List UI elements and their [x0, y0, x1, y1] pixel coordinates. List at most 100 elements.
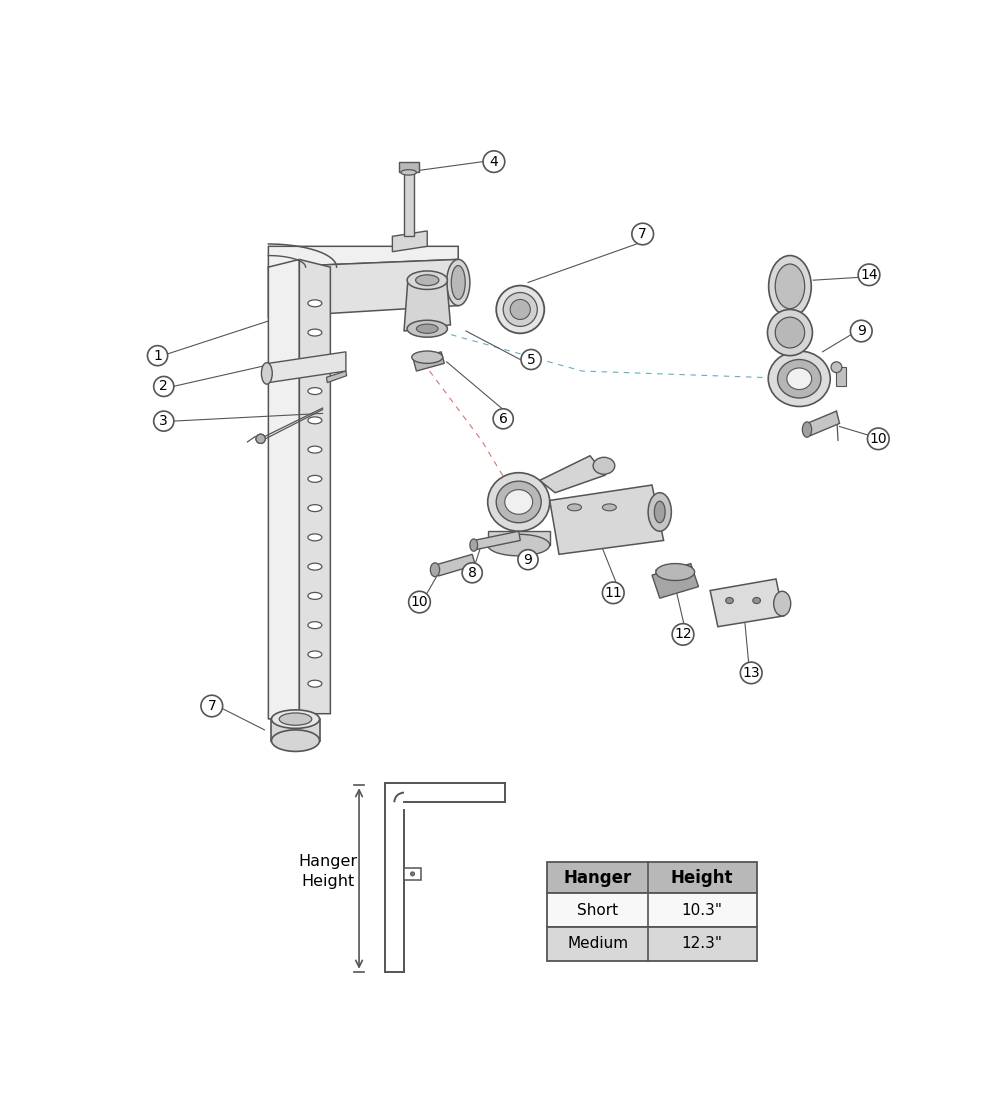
Circle shape: [518, 549, 538, 570]
Ellipse shape: [308, 358, 322, 365]
Ellipse shape: [308, 592, 322, 599]
Circle shape: [483, 151, 505, 172]
Ellipse shape: [775, 318, 805, 347]
Ellipse shape: [407, 320, 447, 338]
Ellipse shape: [308, 300, 322, 307]
Ellipse shape: [778, 360, 821, 398]
Text: 10.3": 10.3": [682, 902, 723, 918]
Ellipse shape: [654, 501, 665, 523]
Circle shape: [201, 695, 223, 717]
Ellipse shape: [308, 505, 322, 512]
Polygon shape: [268, 246, 458, 267]
Ellipse shape: [802, 421, 812, 437]
Circle shape: [602, 582, 624, 603]
Ellipse shape: [503, 292, 537, 326]
Ellipse shape: [496, 481, 541, 523]
Ellipse shape: [767, 310, 812, 355]
Polygon shape: [268, 259, 458, 318]
Circle shape: [411, 872, 414, 876]
Ellipse shape: [648, 493, 671, 532]
Ellipse shape: [308, 387, 322, 395]
Ellipse shape: [284, 713, 315, 726]
Ellipse shape: [769, 256, 811, 318]
Polygon shape: [404, 170, 414, 236]
Text: Height: Height: [671, 869, 733, 887]
Polygon shape: [326, 371, 347, 383]
Ellipse shape: [496, 286, 544, 333]
Ellipse shape: [775, 264, 805, 309]
Ellipse shape: [726, 598, 733, 603]
Ellipse shape: [412, 351, 443, 363]
Ellipse shape: [488, 534, 550, 556]
Text: Hanger: Hanger: [563, 869, 632, 887]
Circle shape: [147, 345, 168, 366]
Ellipse shape: [261, 363, 272, 384]
Circle shape: [632, 223, 654, 245]
Text: 2: 2: [159, 379, 168, 394]
Ellipse shape: [510, 299, 530, 320]
Text: 7: 7: [638, 227, 647, 240]
Ellipse shape: [401, 170, 416, 175]
Ellipse shape: [568, 504, 581, 511]
Polygon shape: [710, 579, 784, 627]
Ellipse shape: [271, 710, 320, 728]
Polygon shape: [435, 555, 475, 576]
Text: 10: 10: [869, 431, 887, 446]
Circle shape: [154, 376, 174, 396]
Text: 6: 6: [499, 411, 508, 426]
Text: 14: 14: [860, 268, 878, 281]
Circle shape: [740, 662, 762, 684]
Bar: [547, 927, 757, 961]
Polygon shape: [268, 352, 346, 383]
Ellipse shape: [430, 563, 440, 577]
Bar: [404, 868, 421, 880]
Text: 13: 13: [742, 666, 760, 679]
Text: 11: 11: [604, 586, 622, 600]
Ellipse shape: [602, 504, 616, 511]
Polygon shape: [392, 231, 427, 251]
Circle shape: [493, 409, 513, 429]
Text: 5: 5: [527, 353, 535, 366]
Text: 9: 9: [524, 553, 532, 567]
Ellipse shape: [593, 458, 615, 474]
Ellipse shape: [308, 534, 322, 540]
Text: 3: 3: [159, 414, 168, 428]
Circle shape: [154, 411, 174, 431]
Polygon shape: [268, 259, 299, 719]
Ellipse shape: [308, 622, 322, 629]
Polygon shape: [652, 564, 698, 598]
Ellipse shape: [753, 598, 761, 603]
Ellipse shape: [416, 275, 439, 286]
Polygon shape: [413, 352, 444, 371]
Text: 12.3": 12.3": [682, 936, 723, 952]
Text: 9: 9: [857, 324, 866, 338]
Ellipse shape: [308, 564, 322, 570]
Polygon shape: [488, 532, 550, 545]
Ellipse shape: [656, 564, 695, 580]
Text: 1: 1: [153, 349, 162, 363]
Ellipse shape: [447, 259, 470, 306]
Text: 10: 10: [411, 595, 428, 609]
Circle shape: [850, 320, 872, 342]
Circle shape: [672, 623, 694, 645]
Polygon shape: [474, 532, 520, 549]
Ellipse shape: [787, 368, 812, 389]
Circle shape: [256, 435, 265, 443]
Ellipse shape: [451, 266, 465, 299]
Bar: [547, 893, 757, 927]
Ellipse shape: [768, 351, 830, 407]
Bar: [547, 863, 757, 893]
Ellipse shape: [308, 651, 322, 657]
Ellipse shape: [271, 730, 320, 751]
Circle shape: [256, 435, 265, 443]
Text: 7: 7: [207, 699, 216, 713]
Polygon shape: [540, 456, 606, 493]
Text: 12: 12: [674, 628, 692, 642]
Polygon shape: [807, 411, 840, 436]
Ellipse shape: [505, 490, 533, 514]
Circle shape: [867, 428, 889, 450]
Ellipse shape: [308, 417, 322, 424]
Circle shape: [521, 350, 541, 370]
Text: 8: 8: [468, 566, 477, 580]
Ellipse shape: [470, 539, 478, 552]
